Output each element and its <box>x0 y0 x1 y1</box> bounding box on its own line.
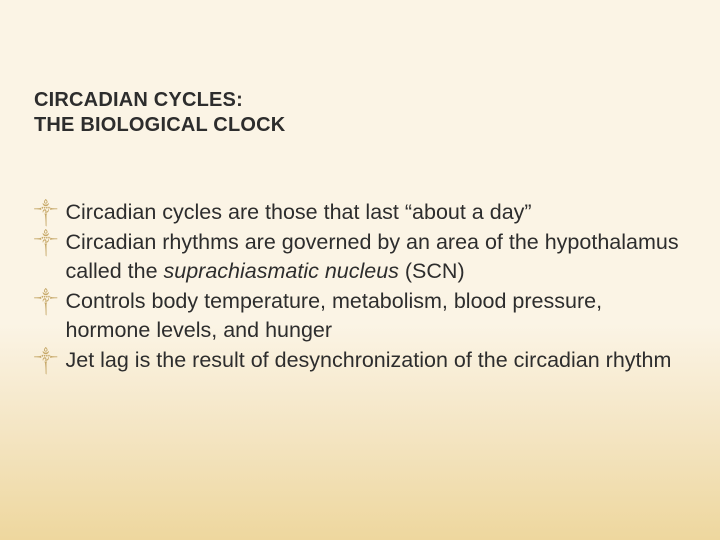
list-item: ༒ Circadian rhythms are governed by an a… <box>34 228 690 285</box>
bullet-icon: ༒ <box>34 200 57 225</box>
slide-content: ༒ Circadian cycles are those that last “… <box>34 198 690 376</box>
bullet-icon: ༒ <box>34 230 57 255</box>
text-italic: suprachiasmatic nucleus <box>164 259 399 283</box>
title-line-2: THE BIOLOGICAL CLOCK <box>34 113 686 138</box>
list-item: ༒ Controls body temperature, metabolism,… <box>34 287 690 344</box>
bullet-text: Circadian cycles are those that last “ab… <box>65 198 690 226</box>
text-pre: Jet lag is the result of desynchronizati… <box>65 348 671 372</box>
bullet-icon: ༒ <box>34 289 57 314</box>
list-item: ༒ Jet lag is the result of desynchroniza… <box>34 346 690 374</box>
slide-title-block: CIRCADIAN CYCLES: THE BIOLOGICAL CLOCK <box>34 88 686 138</box>
bullet-text: Controls body temperature, metabolism, b… <box>65 287 690 344</box>
bullet-icon: ༒ <box>34 348 57 373</box>
title-line-1: CIRCADIAN CYCLES: <box>34 88 686 113</box>
list-item: ༒ Circadian cycles are those that last “… <box>34 198 690 226</box>
text-post: (SCN) <box>399 259 465 283</box>
text-pre: Controls body temperature, metabolism, b… <box>65 289 602 341</box>
bullet-text: Jet lag is the result of desynchronizati… <box>65 346 690 374</box>
bullet-text: Circadian rhythms are governed by an are… <box>65 228 690 285</box>
text-pre: Circadian cycles are those that last “ab… <box>65 200 531 224</box>
